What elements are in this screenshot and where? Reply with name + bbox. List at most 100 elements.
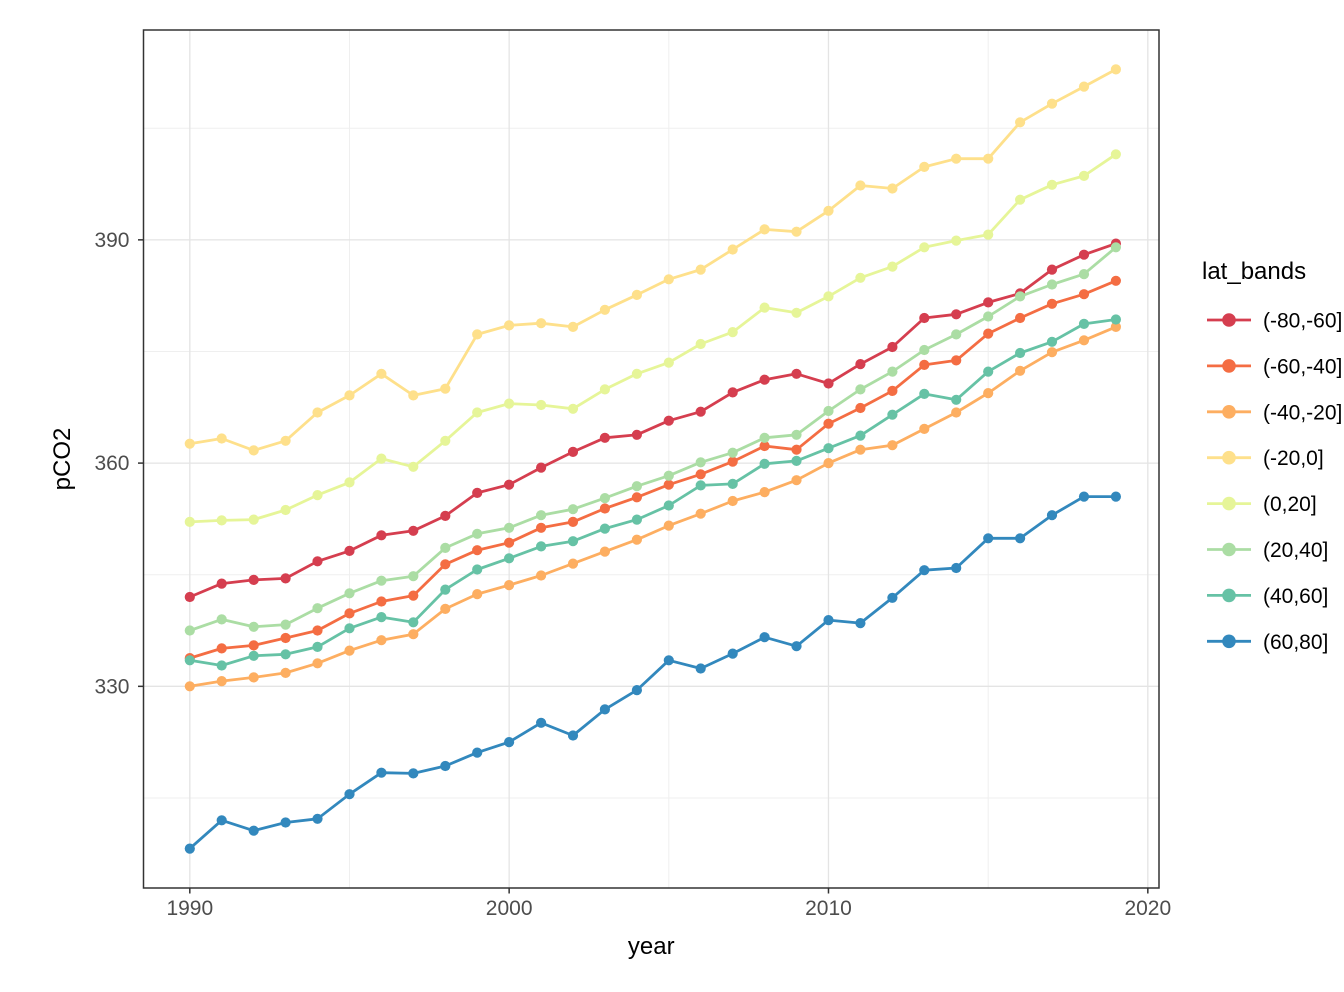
- data-point: [1078, 249, 1090, 260]
- data-point: [983, 328, 994, 339]
- data-point: [759, 302, 770, 313]
- data-point: [408, 768, 419, 779]
- legend-key-point: [1222, 588, 1236, 603]
- data-point: [1046, 264, 1058, 275]
- legend-label: (60,80]: [1263, 631, 1328, 654]
- data-point: [567, 516, 579, 527]
- data-point: [536, 717, 547, 728]
- y-tick-label: 330: [94, 675, 129, 698]
- data-point: [472, 747, 483, 758]
- legend-item: (-40,-20]: [1207, 401, 1342, 424]
- legend-key-point: [1222, 634, 1236, 649]
- data-point: [823, 405, 834, 417]
- data-point: [408, 617, 419, 628]
- data-point: [631, 534, 643, 545]
- pco2-latitude-bands-line-chart: 1990 2000 2010 2020 330 360 390 year pCO2 lat_ban…: [40, 16, 1344, 976]
- data-point: [1046, 347, 1058, 358]
- data-point: [312, 658, 323, 669]
- data-point: [376, 530, 387, 541]
- data-point: [983, 153, 994, 164]
- data-point: [312, 490, 323, 501]
- data-point: [1110, 242, 1121, 253]
- x-tick-label: 2000: [486, 897, 533, 920]
- data-point: [887, 385, 898, 396]
- data-point: [248, 514, 259, 525]
- data-point: [280, 504, 291, 516]
- data-point: [855, 180, 866, 191]
- data-point: [280, 649, 291, 660]
- data-point: [887, 409, 898, 420]
- data-point: [887, 592, 898, 603]
- data-point: [344, 545, 355, 557]
- data-point: [951, 407, 962, 418]
- data-point: [536, 318, 547, 329]
- data-point: [536, 541, 547, 552]
- data-point: [887, 261, 898, 272]
- data-point: [599, 384, 611, 395]
- data-point: [504, 580, 515, 591]
- data-point: [1015, 312, 1026, 324]
- data-point: [1015, 347, 1026, 359]
- legend-label: (0,20]: [1263, 493, 1317, 516]
- data-point: [567, 446, 579, 457]
- data-point: [376, 612, 387, 623]
- series-(-60,-40]: [184, 275, 1121, 664]
- data-point: [216, 614, 227, 625]
- data-point: [536, 570, 547, 581]
- series-line: [188, 279, 1118, 660]
- data-point: [376, 635, 387, 646]
- data-point: [759, 487, 770, 498]
- series-line: [188, 325, 1118, 688]
- panel-border: [142, 29, 1160, 889]
- data-point: [1110, 149, 1121, 160]
- data-point: [376, 575, 387, 586]
- data-point: [663, 357, 674, 368]
- data-point: [919, 242, 930, 253]
- series-line: [188, 242, 1118, 599]
- data-point: [919, 423, 930, 434]
- data-point: [536, 510, 547, 521]
- data-point: [248, 825, 259, 836]
- data-point: [504, 553, 515, 564]
- legend-key-point: [1222, 405, 1236, 419]
- data-point: [631, 514, 643, 525]
- series-(20,40]: [184, 242, 1121, 636]
- data-point: [855, 444, 866, 455]
- data-point: [536, 462, 547, 473]
- data-point: [536, 522, 547, 533]
- data-point: [855, 618, 866, 629]
- data-point: [344, 477, 355, 488]
- data-point: [344, 623, 355, 634]
- series-(0,20]: [184, 149, 1121, 527]
- data-point: [951, 394, 962, 405]
- data-point: [1078, 491, 1090, 502]
- series-(40,60]: [184, 314, 1121, 671]
- data-point: [791, 368, 802, 379]
- data-point: [983, 297, 994, 308]
- data-point: [312, 603, 323, 614]
- data-point: [1110, 491, 1121, 502]
- legend-item: (0,20]: [1207, 493, 1317, 516]
- legend-key-point: [1222, 359, 1236, 373]
- data-point: [823, 418, 834, 429]
- data-point: [663, 520, 674, 531]
- data-point: [951, 309, 962, 320]
- data-point: [599, 432, 611, 443]
- data-point: [567, 403, 579, 414]
- data-point: [599, 546, 611, 557]
- data-point: [599, 523, 611, 534]
- data-point: [312, 625, 323, 636]
- data-point: [280, 667, 291, 679]
- gridlines: [143, 30, 1159, 888]
- series-(-40,-20]: [184, 321, 1121, 692]
- data-point: [887, 183, 898, 194]
- data-point: [216, 660, 227, 671]
- data-point: [376, 453, 387, 464]
- data-point: [983, 388, 994, 399]
- data-point: [504, 737, 515, 748]
- data-point: [951, 235, 962, 246]
- data-point: [823, 443, 834, 454]
- data-point: [727, 648, 738, 659]
- data-point: [248, 574, 259, 586]
- data-point: [184, 438, 195, 449]
